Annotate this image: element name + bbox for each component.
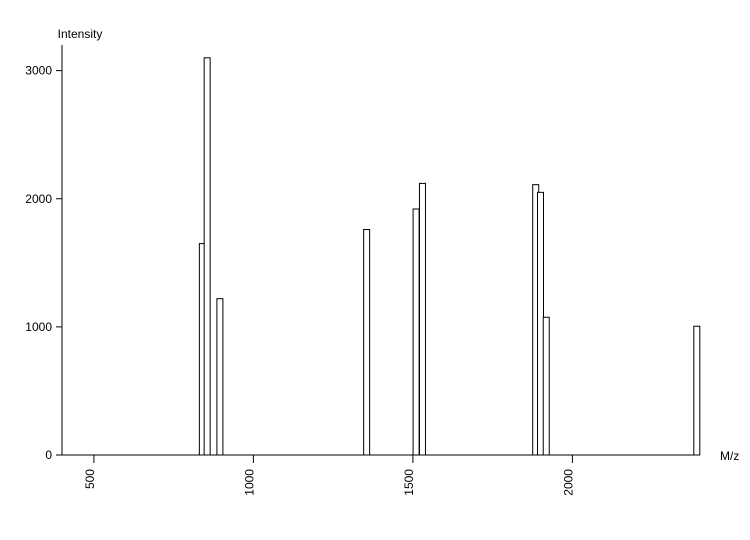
- spectrum-bar: [364, 230, 370, 456]
- x-tick-label: 1000: [242, 469, 256, 496]
- spectrum-bar: [538, 192, 544, 455]
- spectrum-bar: [419, 183, 425, 455]
- spectrum-bar: [204, 58, 210, 455]
- spectrum-bar: [543, 317, 549, 455]
- spectrum-bar: [413, 209, 419, 455]
- y-tick-label: 3000: [25, 64, 52, 78]
- x-tick-label: 500: [83, 469, 97, 489]
- spectrum-bar: [217, 299, 223, 455]
- chart-svg: 0 1000 2000 3000 500 1000 1500 2000 Intensity M…: [0, 0, 750, 540]
- x-tick-label: 2000: [561, 469, 575, 496]
- y-tick-label: 1000: [25, 320, 52, 334]
- spectrum-bar: [694, 326, 700, 455]
- mass-spectrum-chart: 0 1000 2000 3000 500 1000 1500 2000 Intensity M…: [0, 0, 750, 540]
- x-tick-label: 1500: [402, 469, 416, 496]
- y-tick-label: 2000: [25, 192, 52, 206]
- x-axis-label: M/z: [720, 449, 739, 463]
- axes-group: 0 1000 2000 3000 500 1000 1500 2000: [25, 45, 700, 496]
- y-axis-label: Intensity: [58, 27, 103, 41]
- bars-group: [199, 58, 699, 455]
- y-tick-label: 0: [45, 448, 52, 462]
